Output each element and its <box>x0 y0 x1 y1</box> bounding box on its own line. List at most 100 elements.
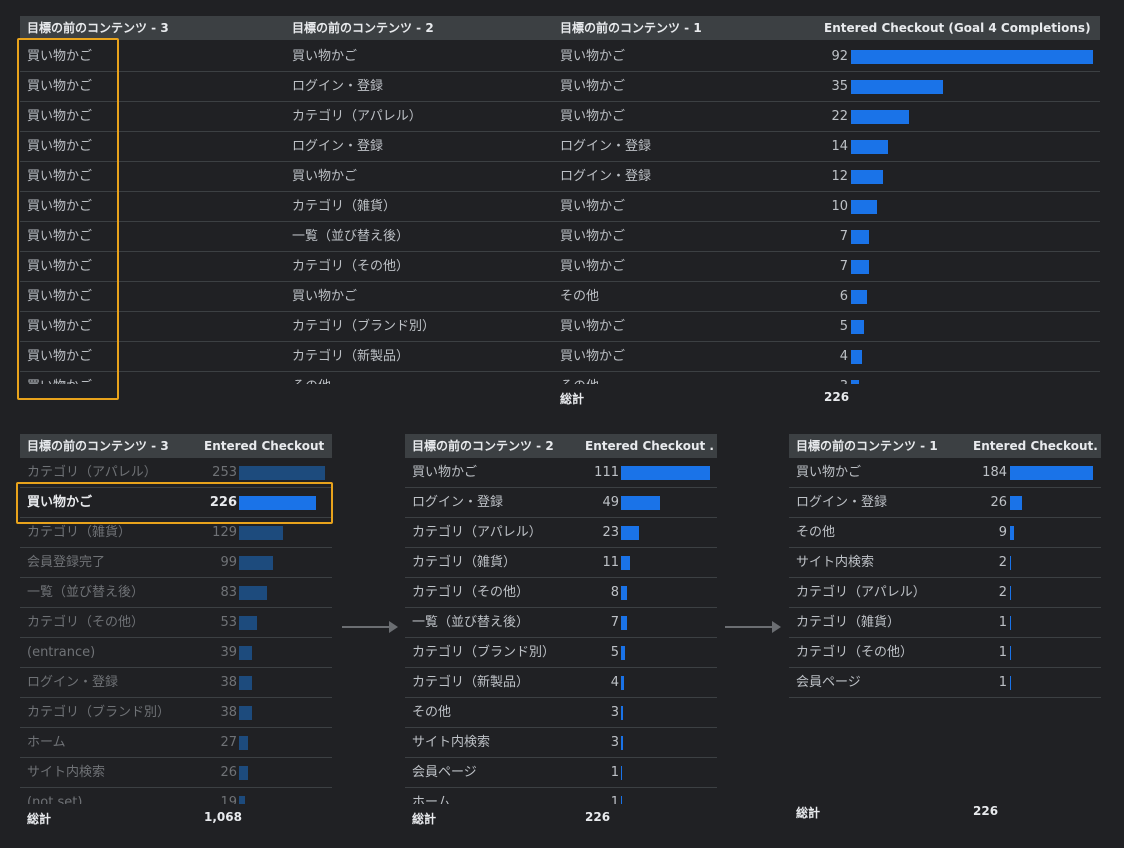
row-label: カテゴリ（ブランド別） <box>27 705 171 720</box>
table-row[interactable]: 買い物かご その他 その他 3 <box>20 372 1100 384</box>
table-row[interactable]: 買い物かご 一覧（並び替え後） 買い物かご 7 <box>20 222 1100 252</box>
column-header-content-3[interactable]: 目標の前のコンテンツ - 3 <box>27 439 169 453</box>
column-header-content-2[interactable]: 目標の前のコンテンツ - 2 <box>412 439 554 453</box>
table-row[interactable]: 買い物かご カテゴリ（雑貨） 買い物かご 10 <box>20 192 1100 222</box>
table-row[interactable]: 買い物かご カテゴリ（アパレル） 買い物かご 22 <box>20 102 1100 132</box>
table-row[interactable]: カテゴリ（その他） 53 <box>20 608 332 638</box>
cell-content-2: カテゴリ（ブランド別） <box>292 319 436 334</box>
table-content-2-body[interactable]: 買い物かご 111 ログイン・登録 49 カテゴリ（アパレル） 23 カテゴリ（雑貨） 11 カ… <box>405 458 717 804</box>
column-header-entered-checkout[interactable]: Entered Checkout ... <box>585 439 713 453</box>
table-row[interactable]: ログイン・登録 26 <box>789 488 1101 518</box>
value-bar <box>621 556 630 570</box>
cell-content-1: 買い物かご <box>560 109 626 124</box>
table-row[interactable]: (entrance) 39 <box>20 638 332 668</box>
column-header-entered-checkout[interactable]: Entered Checkout (Goal 4 Completions)▼ <box>824 16 1094 40</box>
table-row[interactable]: 買い物かご 買い物かご その他 6 <box>20 282 1100 312</box>
row-value: 27 <box>220 735 237 750</box>
top-table-header: 目標の前のコンテンツ - 3 目標の前のコンテンツ - 2 目標の前のコンテンツ… <box>20 16 1100 40</box>
table-row[interactable]: その他 9 <box>789 518 1101 548</box>
table-row[interactable]: カテゴリ（アパレル） 2 <box>789 578 1101 608</box>
table-row[interactable]: カテゴリ（雑貨） 11 <box>405 548 717 578</box>
value-bar <box>851 80 943 94</box>
table-row[interactable]: カテゴリ（その他） 8 <box>405 578 717 608</box>
table-row[interactable]: サイト内検索 2 <box>789 548 1101 578</box>
value-bar <box>621 616 627 630</box>
value-bar <box>621 796 622 804</box>
value-bar <box>621 526 639 540</box>
table-row[interactable]: 会員登録完了 99 <box>20 548 332 578</box>
column-header-content-1[interactable]: 目標の前のコンテンツ - 1 <box>560 21 702 35</box>
column-header-content-3[interactable]: 目標の前のコンテンツ - 3 <box>27 21 169 35</box>
table-content-3-body[interactable]: カテゴリ（アパレル） 253 買い物かご 226 カテゴリ（雑貨） 129 会員登録完了 99… <box>20 458 332 804</box>
table-row[interactable]: 会員ページ 1 <box>789 668 1101 698</box>
cell-content-3: 買い物かご <box>27 289 93 304</box>
row-value: 5 <box>610 645 619 660</box>
table-row[interactable]: カテゴリ（雑貨） 1 <box>789 608 1101 638</box>
table-row[interactable]: 買い物かご カテゴリ（ブランド別） 買い物かご 5 <box>20 312 1100 342</box>
cell-content-3: 買い物かご <box>27 109 93 124</box>
cell-content-1: その他 <box>560 289 600 304</box>
value-bar <box>239 526 283 540</box>
value-bar <box>239 706 252 720</box>
table-row[interactable]: 買い物かご ログイン・登録 買い物かご 35 <box>20 72 1100 102</box>
table-row[interactable]: カテゴリ（ブランド別） 5 <box>405 638 717 668</box>
value-bar <box>1010 676 1011 690</box>
table-row[interactable]: サイト内検索 3 <box>405 728 717 758</box>
column-header-content-2[interactable]: 目標の前のコンテンツ - 2 <box>292 21 434 35</box>
table-row[interactable]: カテゴリ（雑貨） 129 <box>20 518 332 548</box>
cell-value: 7 <box>839 259 848 274</box>
table-content-2-header: 目標の前のコンテンツ - 2 Entered Checkout ... <box>405 434 717 458</box>
table-row[interactable]: 買い物かご 買い物かご ログイン・登録 12 <box>20 162 1100 192</box>
row-value: 11 <box>602 555 619 570</box>
row-value: 1 <box>610 795 619 804</box>
value-bar <box>239 586 267 600</box>
row-label: ログイン・登録 <box>27 675 119 690</box>
table-row[interactable]: 買い物かご ログイン・登録 ログイン・登録 14 <box>20 132 1100 162</box>
row-value: 19 <box>220 795 237 804</box>
value-bar <box>1010 526 1014 540</box>
table-row[interactable]: 会員ページ 1 <box>405 758 717 788</box>
column-header-entered-checkout[interactable]: Entered Checkout ... <box>204 439 328 453</box>
table-content-3-header: 目標の前のコンテンツ - 3 Entered Checkout ... <box>20 434 332 458</box>
table-row[interactable]: カテゴリ（ブランド別） 38 <box>20 698 332 728</box>
table-row[interactable]: その他 3 <box>405 698 717 728</box>
row-value: 3 <box>610 735 619 750</box>
cell-value: 12 <box>831 169 848 184</box>
table-row[interactable]: (not set) 19 <box>20 788 332 804</box>
table-row[interactable]: 買い物かご 226 <box>20 488 332 518</box>
table-row[interactable]: カテゴリ（アパレル） 253 <box>20 458 332 488</box>
table-row[interactable]: ホーム 1 <box>405 788 717 804</box>
row-label: カテゴリ（その他） <box>412 585 530 600</box>
cell-content-1: 買い物かご <box>560 199 626 214</box>
cell-content-3: 買い物かご <box>27 319 93 334</box>
table-row[interactable]: カテゴリ（新製品） 4 <box>405 668 717 698</box>
table-row[interactable]: 買い物かご 111 <box>405 458 717 488</box>
table-row[interactable]: 買い物かご カテゴリ（新製品） 買い物かご 4 <box>20 342 1100 372</box>
row-value: 38 <box>220 675 237 690</box>
row-label: 会員ページ <box>412 765 477 780</box>
table-row[interactable]: 買い物かご 184 <box>789 458 1101 488</box>
table-content-1-body[interactable]: 買い物かご 184 ログイン・登録 26 その他 9 サイト内検索 2 カテゴリ（アパレル） 2 カ… <box>789 458 1101 804</box>
cell-content-1: 買い物かご <box>560 259 626 274</box>
table-row[interactable]: 一覧（並び替え後） 83 <box>20 578 332 608</box>
table-content-3: 目標の前のコンテンツ - 3 Entered Checkout ... カテゴリ… <box>20 434 332 828</box>
column-header-entered-checkout[interactable]: Entered Checkout... <box>973 439 1097 453</box>
row-value: 2 <box>998 585 1007 600</box>
table-row[interactable]: ログイン・登録 38 <box>20 668 332 698</box>
highlight-box-top <box>17 38 119 400</box>
table-row[interactable]: 買い物かご 買い物かご 買い物かご 92 <box>20 42 1100 72</box>
table-row[interactable]: ログイン・登録 49 <box>405 488 717 518</box>
value-bar <box>621 466 710 480</box>
row-label: サイト内検索 <box>796 555 875 570</box>
row-value: 49 <box>602 495 619 510</box>
top-table-body[interactable]: 買い物かご 買い物かご 買い物かご 92 買い物かご ログイン・登録 買い物かご 35 買い物か… <box>20 42 1100 384</box>
table-row[interactable]: カテゴリ（その他） 1 <box>789 638 1101 668</box>
table-row[interactable]: 買い物かご カテゴリ（その他） 買い物かご 7 <box>20 252 1100 282</box>
column-header-content-1[interactable]: 目標の前のコンテンツ - 1 <box>796 439 938 453</box>
table-row[interactable]: 一覧（並び替え後） 7 <box>405 608 717 638</box>
table-row[interactable]: カテゴリ（アパレル） 23 <box>405 518 717 548</box>
table-row[interactable]: サイト内検索 26 <box>20 758 332 788</box>
t2-total-value: 226 <box>585 810 611 824</box>
table-row[interactable]: ホーム 27 <box>20 728 332 758</box>
value-bar <box>239 646 252 660</box>
